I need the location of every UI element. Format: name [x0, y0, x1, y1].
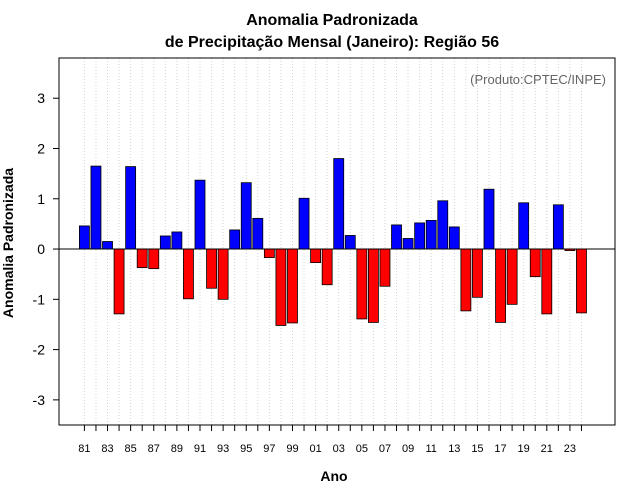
bar-01	[310, 248, 322, 264]
bar-82	[90, 165, 102, 250]
bar-92	[206, 248, 217, 289]
bar-11	[425, 219, 437, 250]
bar-85	[125, 166, 137, 250]
x-tick-label: 83	[101, 443, 113, 455]
bar-08	[391, 224, 402, 250]
x-tick-label: 89	[171, 443, 183, 455]
bar-99	[287, 248, 298, 324]
bar-89	[171, 231, 183, 250]
x-tick-label: 17	[494, 443, 506, 455]
bar-81	[79, 225, 90, 250]
bar-13	[448, 226, 460, 250]
bar-21	[541, 248, 553, 315]
grid-lines	[83, 58, 582, 425]
bar-98	[275, 248, 287, 326]
y-axis: -3 -2 -1 0 1 2 3	[33, 90, 59, 408]
bar-14	[460, 248, 472, 312]
x-tick-label: 09	[402, 443, 414, 455]
x-tick-label: 19	[518, 443, 530, 455]
x-tick-label: 07	[379, 443, 391, 455]
x-tick-label: 91	[194, 443, 206, 455]
bar-16	[483, 188, 495, 250]
bar-12	[437, 200, 449, 250]
bar-02	[321, 248, 333, 286]
y-tick-label: 1	[37, 191, 45, 207]
x-tick-label: 13	[448, 443, 460, 455]
bar-07	[379, 248, 391, 287]
bar-86	[136, 248, 148, 269]
x-tick-label: 87	[148, 443, 160, 455]
x-tick-label: 95	[240, 443, 252, 455]
bar-09	[402, 238, 414, 250]
bars	[79, 158, 587, 326]
bar-00	[298, 197, 310, 250]
bar-97	[263, 248, 275, 258]
y-tick-label: -1	[33, 291, 46, 307]
bar-94	[229, 229, 241, 250]
x-tick-label: 01	[309, 443, 321, 455]
credit-label: (Produto:CPTEC/INPE)	[470, 72, 606, 87]
x-tick-label: 21	[541, 443, 553, 455]
bar-93	[217, 248, 229, 300]
y-tick-label: -3	[33, 392, 46, 408]
chart-title: Anomalia Padronizada	[246, 12, 418, 29]
x-tick-label: 81	[78, 443, 90, 455]
bar-84	[113, 248, 125, 315]
bar-15	[472, 248, 483, 298]
y-tick-label: -2	[33, 342, 46, 358]
bar-17	[495, 248, 506, 323]
bar-83	[102, 241, 113, 250]
bar-87	[148, 248, 160, 270]
x-tick-label: 93	[217, 443, 229, 455]
x-axis-title: Ano	[320, 468, 347, 484]
x-axis: 81 83 85 87 89 91 93 95 97 99 01 03 05 07 09 11 13 15 17 19…	[78, 425, 582, 455]
x-tick-label: 05	[356, 443, 368, 455]
x-tick-label: 03	[333, 443, 345, 455]
bar-24	[576, 248, 587, 314]
bar-88	[159, 235, 171, 250]
y-axis-title: Anomalia Padronizada	[0, 168, 16, 318]
bar-18	[506, 248, 518, 305]
bar-91	[194, 179, 206, 250]
bar-20	[529, 248, 541, 278]
bar-19	[518, 202, 530, 250]
x-tick-label: 97	[263, 443, 275, 455]
bar-06	[367, 248, 379, 323]
chart-subtitle: de Precipitação Mensal (Janeiro): Região…	[165, 34, 499, 51]
bar-04	[344, 235, 356, 250]
bar-05	[356, 248, 368, 320]
y-tick-label: 2	[37, 140, 45, 156]
bar-10	[414, 222, 426, 250]
x-tick-label: 85	[125, 443, 137, 455]
x-tick-label: 15	[471, 443, 483, 455]
bar-03	[333, 158, 345, 250]
plot-frame	[58, 57, 616, 426]
x-tick-label: 99	[286, 443, 298, 455]
bar-22	[552, 204, 564, 250]
bar-90	[183, 248, 194, 300]
bar-95	[240, 182, 252, 250]
x-tick-label: 23	[564, 443, 576, 455]
x-tick-label: 11	[425, 443, 436, 455]
y-tick-label: 0	[37, 241, 45, 257]
bar-96	[252, 217, 264, 250]
y-tick-label: 3	[37, 90, 45, 106]
